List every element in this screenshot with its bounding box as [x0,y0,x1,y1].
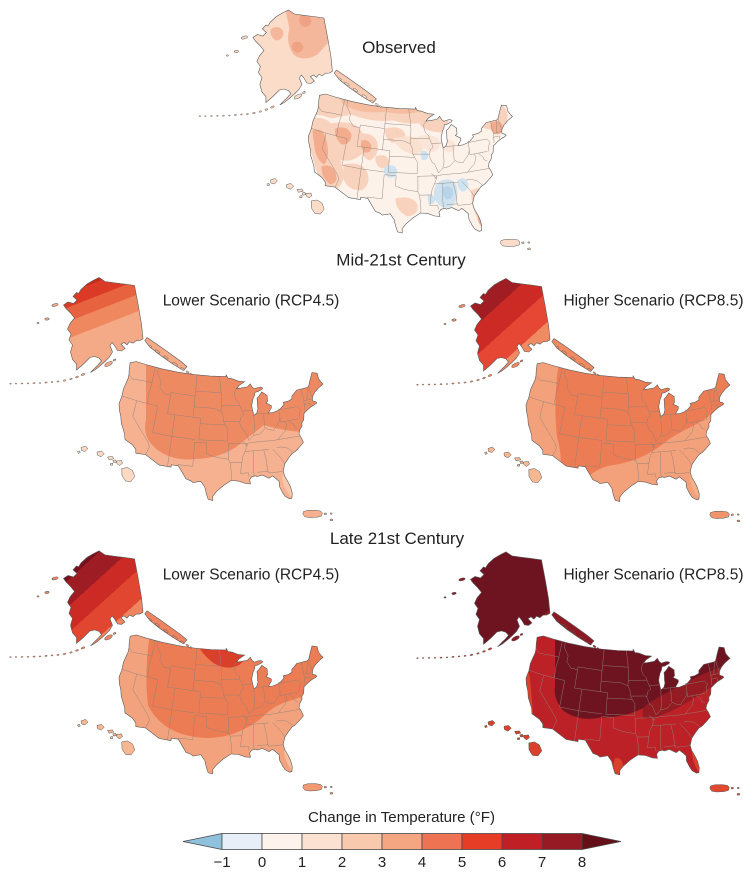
svg-text:5: 5 [458,854,466,871]
svg-text:Higher Scenario (RCP8.5): Higher Scenario (RCP8.5) [563,567,743,584]
svg-text:Change in Temperature (°F): Change in Temperature (°F) [308,809,495,826]
svg-text:Mid-21st Century: Mid-21st Century [336,251,466,270]
svg-text:Lower Scenario (RCP4.5): Lower Scenario (RCP4.5) [163,567,340,584]
svg-text:Observed: Observed [362,38,436,57]
svg-text:0: 0 [258,854,266,871]
svg-text:6: 6 [498,854,506,871]
svg-text:−1: −1 [213,854,230,871]
svg-text:2: 2 [338,854,346,871]
svg-text:7: 7 [538,854,546,871]
svg-text:1: 1 [298,854,306,871]
svg-text:Late 21st Century: Late 21st Century [330,529,465,548]
svg-text:3: 3 [378,854,386,871]
svg-text:Lower Scenario (RCP4.5): Lower Scenario (RCP4.5) [163,293,340,310]
svg-text:8: 8 [578,854,586,871]
svg-text:4: 4 [418,854,426,871]
svg-text:Higher Scenario (RCP8.5): Higher Scenario (RCP8.5) [563,293,743,310]
